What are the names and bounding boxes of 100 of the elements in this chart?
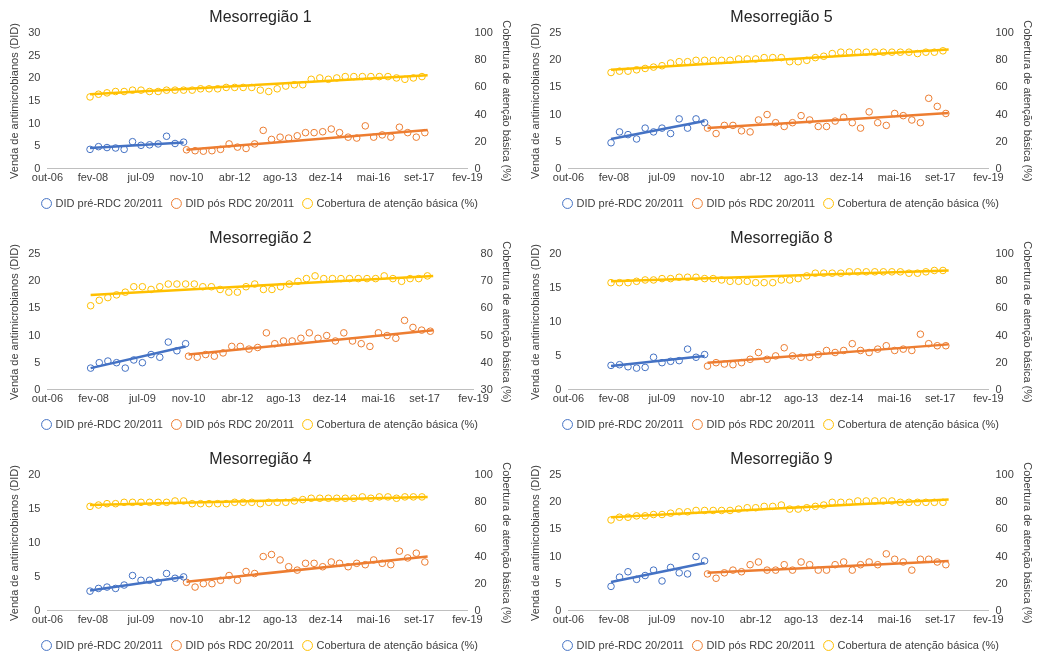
point [785,57,794,66]
x-tick-label: nov-10 [690,171,725,184]
point [743,55,752,63]
x-tick-label: nov-10 [169,171,204,184]
point [848,566,857,574]
point [692,506,700,515]
x-tick-label: fev-08 [598,613,630,626]
point [290,80,299,89]
y2-axis-title: Cobertura de atenção básica (%) [501,20,514,182]
point [899,558,908,566]
x-tick-label: out-06 [31,613,64,626]
x-tick-label: nov-10 [690,613,725,626]
point [780,560,789,569]
point [284,562,293,571]
point [754,558,763,566]
point [751,278,760,287]
legend-label: DID pós RDC 20/2011 [706,196,816,209]
x-tick-label: jul-09 [647,171,676,184]
point [760,502,768,511]
point [392,334,400,343]
y-tick-label: 20 [549,247,562,260]
y2-tick-label: 60 [480,301,493,314]
point [426,327,435,336]
point [120,581,128,589]
y2-tick-label: 40 [995,328,1008,341]
point [924,555,933,564]
point [357,339,366,348]
point [802,272,811,280]
point [692,115,700,123]
y-tick-label: 15 [28,301,41,314]
point [285,280,294,288]
point [369,133,378,141]
y2-tick-label: 20 [995,576,1008,589]
x-tick-label: ago-13 [783,171,819,184]
y2-tick-label: 0 [995,161,1002,174]
x-tick-label: fev-08 [77,171,109,184]
point [933,102,942,111]
point [607,278,615,287]
point [199,147,208,155]
x-tick-label: nov-10 [690,392,725,405]
x-tick-label: mai-16 [356,613,391,626]
point [328,274,337,283]
y-tick-label: 10 [549,315,562,328]
point [242,282,250,291]
point [882,121,891,130]
point [417,326,426,334]
point [239,498,247,507]
point [692,56,700,65]
point [882,550,891,558]
point [397,277,406,286]
point [171,139,179,148]
x-tick-label: nov-10 [169,613,204,626]
point [848,339,857,348]
point [922,498,930,507]
point [358,493,367,501]
point [712,358,720,367]
y2-tick-label: 100 [995,247,1014,260]
point [350,72,358,81]
point [922,48,930,56]
point [171,574,179,583]
point [703,362,712,370]
point [191,146,199,155]
point [293,132,302,140]
x-tick-label: jul-09 [126,613,155,626]
point [632,277,641,286]
point [86,145,94,154]
y-tick-label: 5 [34,139,41,152]
point [128,86,137,94]
point [607,68,615,77]
point [615,67,624,75]
point [675,273,683,282]
point [233,576,242,585]
y-tick-label: 0 [555,161,562,174]
point [138,282,147,291]
point [692,273,700,282]
point [253,343,262,352]
point [86,364,95,372]
point [120,87,128,96]
point [307,494,316,503]
point [777,501,786,509]
point [337,274,345,283]
point [94,142,103,151]
point [383,331,391,340]
point [754,116,763,124]
point [162,498,171,507]
point [658,61,666,70]
point [332,494,341,503]
y2-tick-label: 40 [474,107,487,120]
point [879,268,888,276]
point [837,269,845,277]
point [179,573,188,581]
point [358,72,367,81]
point [939,498,947,507]
point [418,72,426,81]
point [632,575,641,584]
point [409,493,418,501]
point [737,358,746,367]
point [641,512,649,520]
point [899,111,908,120]
point [658,577,666,585]
